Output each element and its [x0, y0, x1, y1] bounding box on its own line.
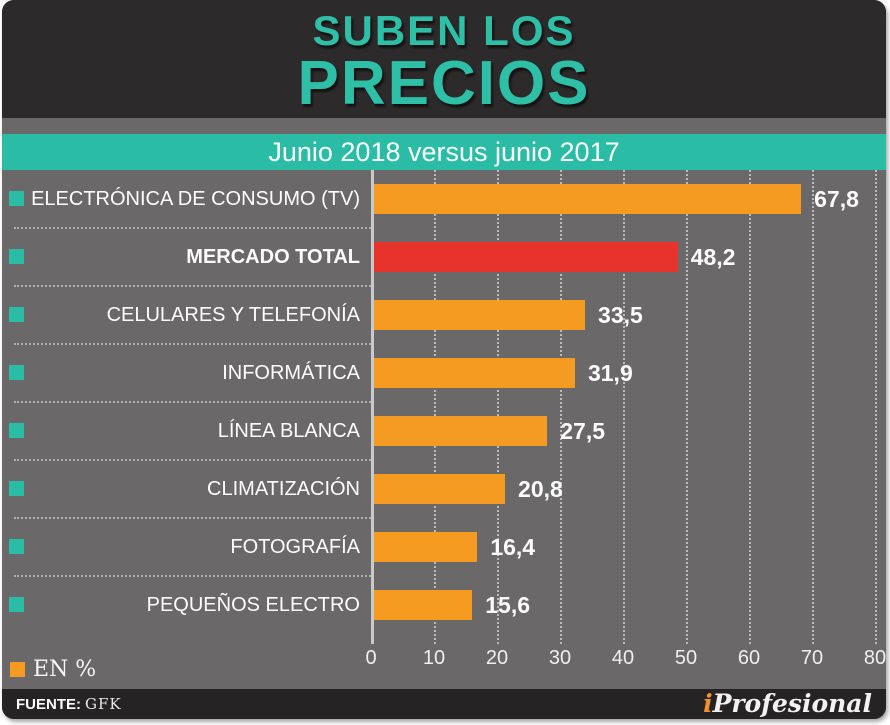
legend-swatch-icon	[10, 662, 25, 677]
row-separator	[14, 227, 371, 229]
category-label: CLIMATIZACIÓN	[207, 478, 360, 500]
row-separator	[14, 575, 371, 577]
bar	[374, 474, 506, 504]
bar	[374, 590, 473, 620]
value-label: 31,9	[587, 360, 633, 386]
logo-i: i	[703, 689, 713, 718]
value-label: 15,6	[485, 592, 531, 618]
category-bullet-icon	[9, 249, 24, 264]
value-label: 20,8	[518, 476, 563, 502]
bar	[374, 184, 802, 214]
gridline	[812, 170, 814, 644]
x-tick-label: 70	[800, 647, 824, 669]
source-credit: FUENTE: GFK	[16, 695, 122, 713]
bar	[374, 416, 548, 446]
gridline	[623, 170, 625, 644]
y-axis-line	[371, 170, 374, 644]
category-label: FOTOGRAFÍA	[230, 536, 360, 558]
category-bullet-icon	[9, 597, 24, 612]
value-label: 48,2	[690, 244, 736, 270]
bar	[374, 242, 678, 272]
row-separator	[14, 343, 371, 345]
category-label: ELECTRÓNICA DE CONSUMO (TV)	[31, 188, 360, 210]
chart-row: MERCADO TOTAL 48,2	[2, 228, 886, 287]
chart-row: FOTOGRAFÍA 16,4	[2, 518, 886, 577]
x-tick-label: 0	[365, 647, 377, 669]
title-line-1: SUBEN LOS	[312, 7, 576, 54]
x-axis-ticks: 0 10 20 30 40 50 60 70 80	[2, 646, 886, 670]
chart-header: SUBEN LOS PRECIOS	[2, 0, 886, 118]
bar	[374, 532, 478, 562]
x-tick-label: 50	[674, 647, 698, 669]
bar	[374, 358, 575, 388]
chart-row: INFORMÁTICA 31,9	[2, 344, 886, 403]
gridline	[560, 170, 562, 644]
chart-row: CLIMATIZACIÓN 20,8	[2, 460, 886, 519]
category-label: INFORMÁTICA	[222, 362, 360, 384]
category-bullet-icon	[9, 423, 24, 438]
gridline	[749, 170, 751, 644]
row-separator	[14, 517, 371, 519]
chart-row: PEQUEÑOS ELECTRO 15,6	[2, 576, 886, 634]
x-tick-label: 20	[485, 647, 509, 669]
bar-chart-plot: ELECTRÓNICA DE CONSUMO (TV) 67,8 MERCADO T…	[2, 170, 886, 644]
value-label: 27,5	[560, 418, 606, 444]
chart-row: CELULARES Y TELEFONÍA 33,5	[2, 286, 886, 345]
source-value: GFK	[85, 695, 122, 713]
value-label: 33,5	[598, 302, 643, 328]
iprofesional-logo: iProfesional	[703, 689, 872, 719]
row-separator	[14, 459, 371, 461]
category-bullet-icon	[9, 539, 24, 554]
value-label: 67,8	[814, 186, 859, 212]
category-bullet-icon	[9, 481, 24, 496]
chart-body: Junio 2018 versus junio 2017 ELECTRÓNICA…	[2, 118, 886, 689]
category-label: CELULARES Y TELEFONÍA	[106, 304, 360, 326]
category-bullet-icon	[9, 307, 24, 322]
footer-bar: FUENTE: GFK iProfesional	[2, 689, 886, 719]
legend-label: EN %	[33, 657, 97, 682]
gridlines	[2, 170, 886, 644]
gridline	[434, 170, 436, 644]
x-tick-label: 60	[737, 647, 761, 669]
gridline	[875, 170, 877, 644]
title-line-2: PRECIOS	[297, 49, 591, 118]
category-label: LÍNEA BLANCA	[217, 420, 360, 442]
chart-row: LÍNEA BLANCA 27,5	[2, 402, 886, 461]
legend: EN %	[10, 659, 96, 681]
x-tick-label: 40	[611, 647, 635, 669]
row-separator	[14, 401, 371, 403]
chart-subtitle-banner: Junio 2018 versus junio 2017	[2, 134, 886, 170]
source-label: FUENTE:	[16, 696, 81, 713]
gridline	[686, 170, 688, 644]
logo-rest: Profesional	[712, 689, 872, 718]
category-bullet-icon	[9, 365, 24, 380]
value-label: 16,4	[490, 534, 536, 560]
gridline	[497, 170, 499, 644]
x-tick-label: 80	[863, 647, 886, 669]
bar	[374, 300, 586, 330]
row-separator	[14, 285, 371, 287]
category-label: PEQUEÑOS ELECTRO	[146, 594, 360, 616]
chart-rows: ELECTRÓNICA DE CONSUMO (TV) 67,8 MERCADO T…	[2, 170, 886, 644]
x-tick-label: 30	[548, 647, 572, 669]
chart-row: ELECTRÓNICA DE CONSUMO (TV) 67,8	[2, 170, 886, 229]
category-label: MERCADO TOTAL	[186, 246, 360, 268]
category-bullet-icon	[9, 191, 24, 206]
x-tick-label: 10	[422, 647, 446, 669]
